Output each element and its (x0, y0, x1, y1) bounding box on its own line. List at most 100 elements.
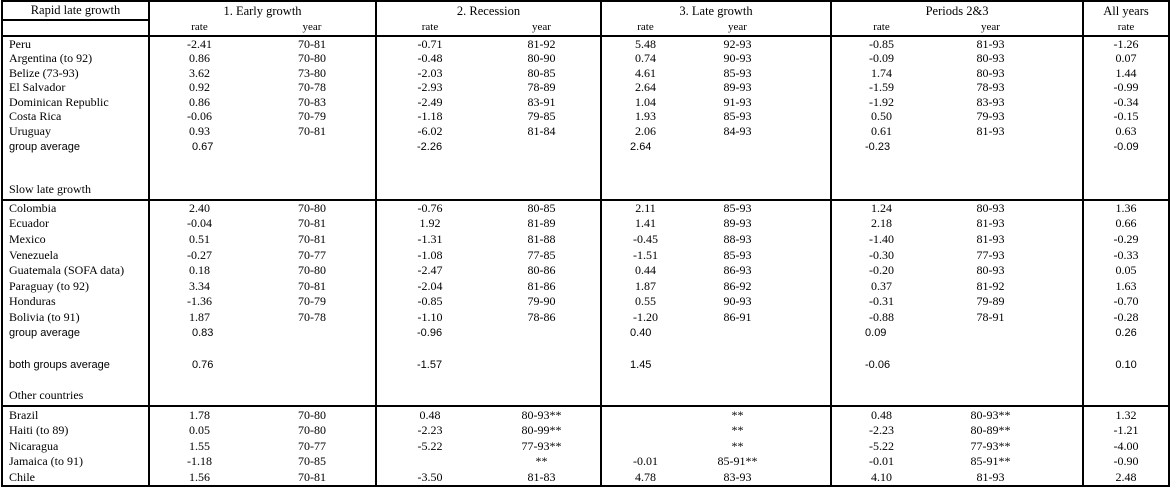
row-label: Paraguay (to 92) (9, 278, 89, 293)
cell-year: 81-92 (527, 36, 556, 51)
cell-year: 91-93 (723, 95, 752, 109)
cell-year: 70-83 (298, 95, 326, 109)
table-row: Chile 1.56 70-81 -3.50 81-83 4.78 83-93 4.10 81-… (2, 469, 1170, 487)
spacer (249, 342, 376, 353)
cell-rate: 0.55 (600, 294, 690, 310)
cell-rate: 0.83 (148, 325, 249, 343)
cell-year (249, 353, 376, 378)
cell-rate: 2.06 (600, 124, 690, 139)
cell-rate: -2.93 (375, 80, 484, 95)
cell-rate: 0.48 (375, 406, 484, 423)
cell-rate: 0.74 (600, 51, 690, 66)
cell-rate: 1.63 (1082, 278, 1170, 295)
cell-year: 89-93 (723, 80, 752, 95)
cell-rate: -0.31 (830, 294, 932, 310)
table-row: Uruguay 0.93 70-81 -6.02 81-84 2.06 84-93 0.61 8… (2, 124, 1170, 139)
cell-year: 70-81 (298, 124, 326, 138)
row-label: Bolivia (to 91) (9, 309, 80, 324)
cell-year: 84-93 (723, 124, 752, 138)
table-row: Nicaragua 1.55 70-77 -5.22 77-93** ** -5.22 77-… (2, 438, 1170, 455)
cell-year: 81-93 (976, 231, 1005, 246)
spacer (600, 155, 690, 201)
cell-rate: -1.36 (148, 294, 249, 310)
cell-year: 81-83 (527, 469, 556, 484)
cell-rate: -2.26 (375, 138, 484, 156)
spacer (600, 342, 690, 354)
header-sub-rate: rate (1082, 20, 1170, 37)
cell-year: 70-78 (298, 80, 326, 95)
cell-year: 70-79 (298, 109, 326, 124)
cell-rate: -2.23 (375, 422, 484, 439)
cell-rate: 0.51 (148, 231, 249, 248)
cell-rate: 2.11 (600, 199, 690, 217)
spacer (830, 378, 932, 408)
cell-rate: 4.78 (600, 469, 690, 487)
cell-rate: 1.87 (600, 278, 690, 295)
header-group-4: Periods 2&3 (830, 1, 1084, 20)
table-row: Mexico 0.51 70-81 -1.31 81-88 -0.45 88-93 -1.40… (2, 231, 1170, 248)
spacer-row (2, 342, 1170, 354)
cell-year: 85-93 (723, 109, 752, 124)
cell-rate: -0.85 (830, 36, 932, 52)
cell-year: 92-93 (723, 36, 752, 51)
cell-rate: -1.10 (375, 309, 484, 326)
cell-rate: -6.02 (375, 124, 484, 139)
header-sub-rate: rate (600, 20, 690, 37)
cell-rate: 1.56 (148, 469, 249, 487)
cell-rate (600, 406, 690, 423)
cell-rate: 0.48 (830, 406, 932, 423)
cell-rate: -0.88 (830, 309, 932, 326)
cell-year: 85-93 (723, 200, 752, 215)
row-label: Chile (9, 469, 35, 484)
row-label: Honduras (9, 294, 56, 309)
header-sub-rate: rate (148, 20, 249, 37)
spacer (1082, 378, 1170, 408)
spacer (931, 342, 1083, 353)
cell-year: 80-93 (976, 51, 1005, 66)
cell-year: 90-93 (723, 294, 752, 309)
row-label: Dominican Republic (9, 95, 109, 109)
spacer (483, 342, 601, 353)
cell-year: 83-93 (723, 469, 752, 484)
header-row-groups: Rapid late growth 1. Early growth 2. Reces… (2, 1, 1170, 21)
cell-year: 79-89 (976, 294, 1005, 309)
cell-year: 77-93** (970, 438, 1011, 453)
cell-rate: -1.40 (830, 231, 932, 248)
cell-rate: -0.85 (375, 294, 484, 310)
header-sub-year: year (931, 20, 1084, 37)
table-row: Peru -2.41 70-81 -0.71 81-92 5.48 92-93 -0.85 81… (2, 36, 1170, 52)
cell-rate: 0.37 (830, 278, 932, 295)
cell-rate: -1.51 (600, 247, 690, 263)
cell-year: ** (535, 454, 548, 469)
cell-rate: 1.45 (600, 353, 690, 379)
header-group-5: All years (1082, 1, 1170, 20)
cell-rate: 1.93 (600, 109, 690, 124)
cell-year: 70-81 (298, 278, 326, 293)
header-group-1: 1. Early growth (147, 1, 377, 20)
cell-year: 78-93 (976, 80, 1005, 95)
cell-year: 77-93 (976, 247, 1005, 262)
cell-year: 79-90 (527, 294, 556, 309)
table-row: Haiti (to 89) 0.05 70-80 -2.23 80-99** ** -2.2… (2, 422, 1170, 439)
spacer (689, 342, 831, 353)
spacer (689, 378, 832, 408)
cell-rate: 1.87 (148, 309, 249, 326)
cell-rate: -0.06 (148, 109, 249, 124)
cell-rate: -0.09 (830, 51, 932, 66)
table-row: Ecuador -0.04 70-81 1.92 81-89 1.41 89-93 2.18 8… (2, 216, 1170, 232)
cell-rate: 0.09 (830, 325, 932, 343)
spacer (600, 378, 690, 408)
cell-year: 80-86 (527, 263, 556, 278)
cell-year: 85-91** (970, 454, 1011, 469)
cell-rate: -0.28 (1082, 309, 1170, 326)
cell-year: 70-77 (298, 247, 326, 262)
cell-year: 79-93 (976, 109, 1005, 124)
cell-year: 70-79 (298, 294, 326, 309)
header-sub-rate: rate (830, 20, 932, 37)
cell-rate: -0.71 (375, 36, 484, 52)
spacer (931, 378, 1084, 408)
cell-rate: -0.90 (1082, 454, 1170, 470)
cell-year: 70-85 (298, 454, 326, 469)
cell-rate: -2.41 (148, 36, 249, 52)
cell-rate: -0.48 (375, 51, 484, 66)
